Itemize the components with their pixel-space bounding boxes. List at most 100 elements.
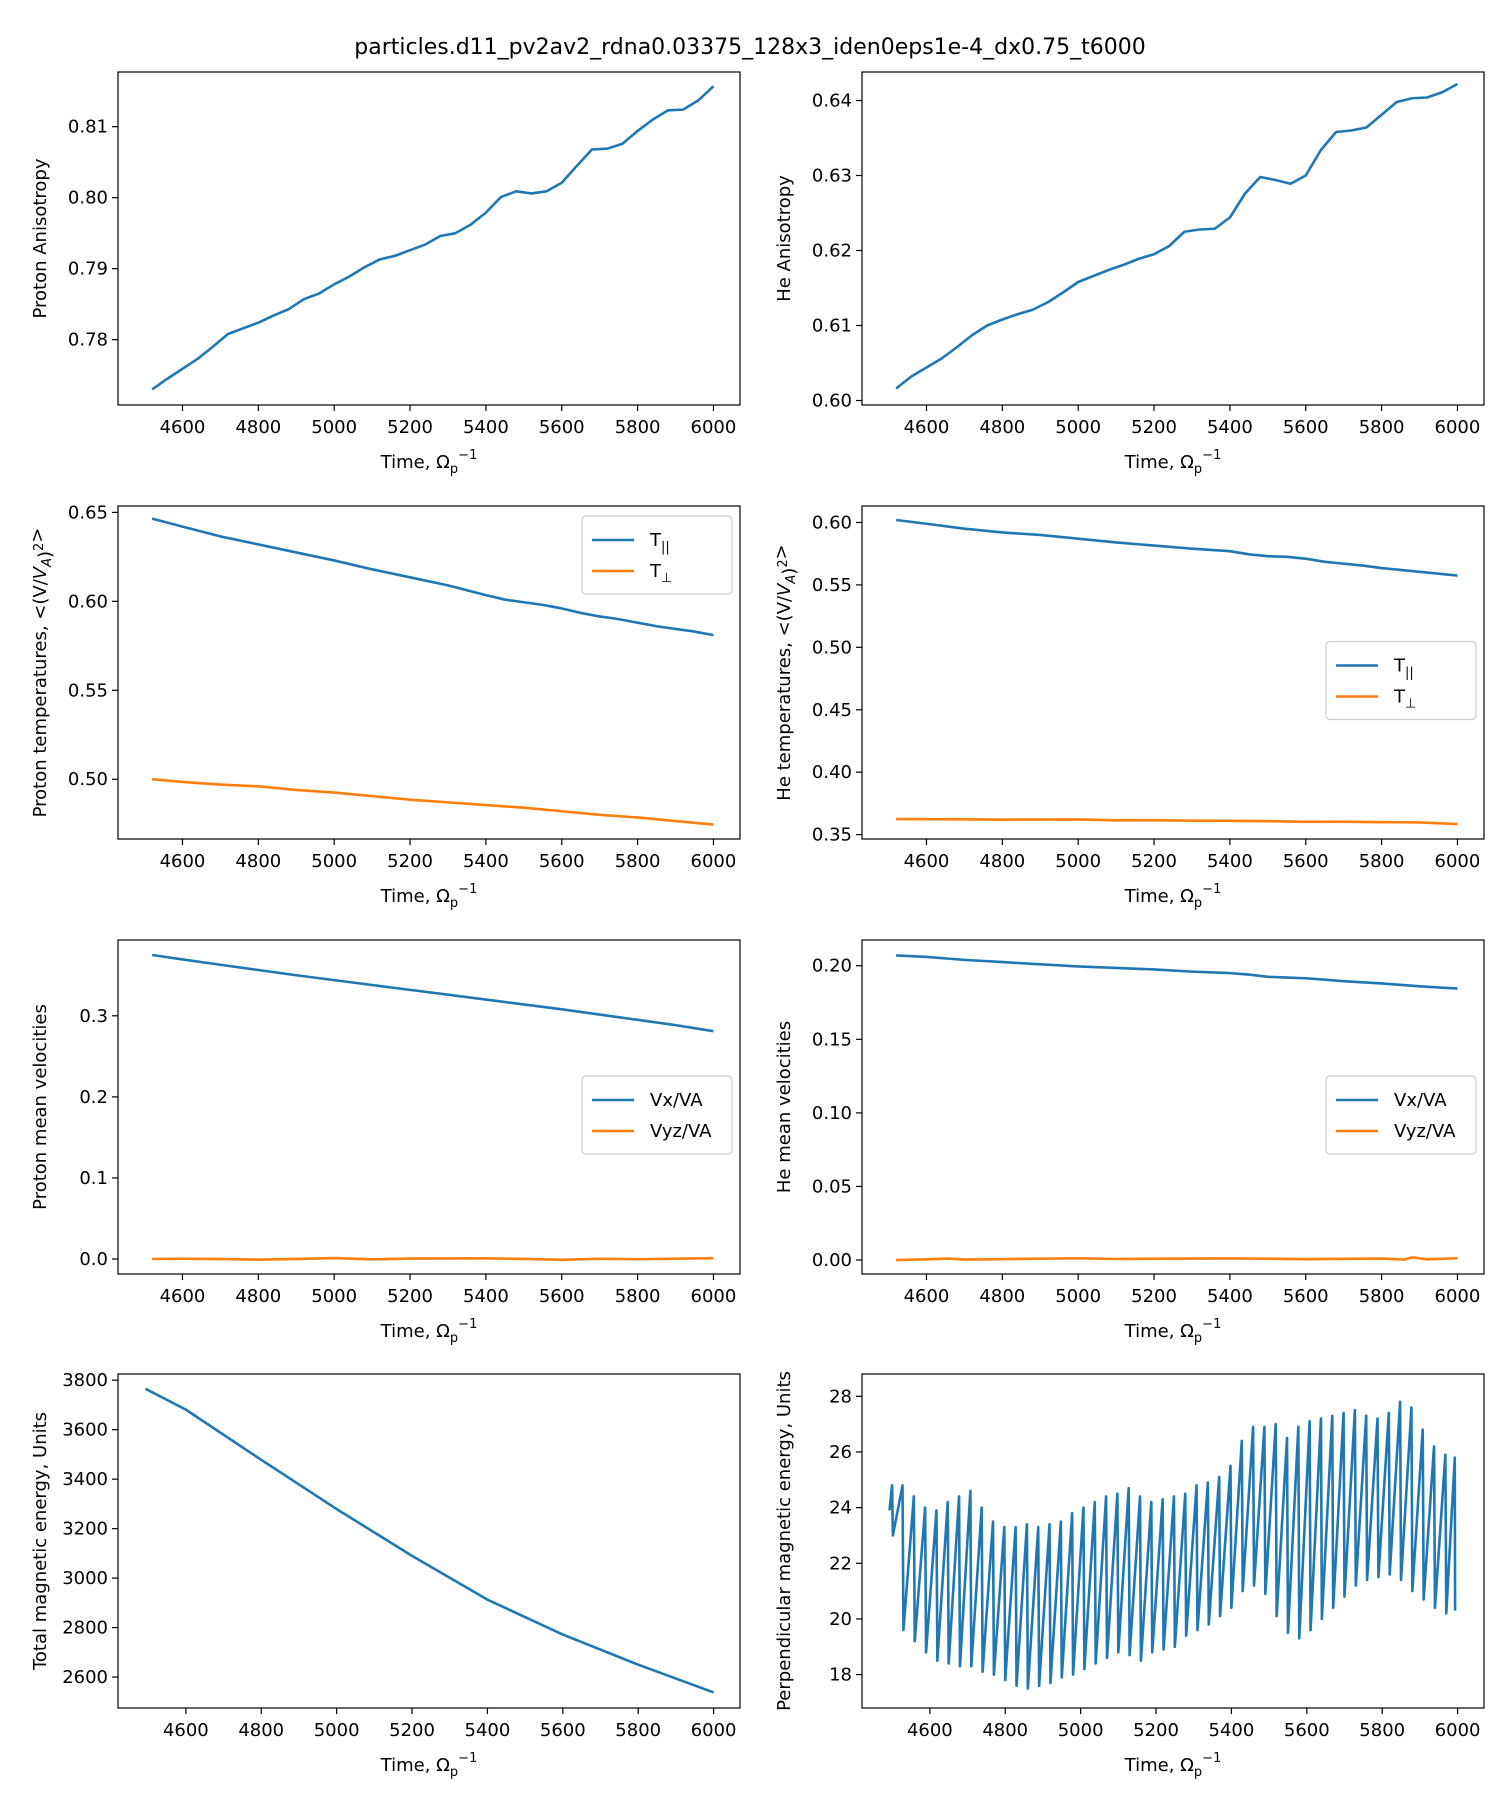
series-line-1 [151, 953, 714, 1033]
x-tick-label: 4800 [235, 417, 281, 438]
x-axis-label: Time, Ωp−1 [380, 1317, 478, 1346]
x-axis-label: Time, Ωp−1 [1124, 1317, 1222, 1346]
y-tick-label: 0.3 [79, 1006, 108, 1027]
y-axis-label: Proton Anisotropy [30, 158, 51, 318]
legend: T|| T⊥ [1325, 640, 1477, 721]
x-tick-label: 5800 [1359, 1720, 1405, 1741]
x-tick-label: 5000 [1055, 1286, 1101, 1307]
x-tick-label: 5800 [1359, 1286, 1405, 1307]
x-tick-label: 6000 [691, 417, 737, 438]
x-tick-label: 5000 [311, 417, 357, 438]
x-tick-label: 4600 [160, 417, 206, 438]
x-tick-label: 4600 [163, 1720, 209, 1741]
series-line-2 [152, 1256, 714, 1262]
series-line-1 [896, 954, 1458, 990]
x-tick-label: 5600 [540, 1720, 586, 1741]
x-tick-label: 4600 [907, 1720, 953, 1741]
x-tick-label: 5600 [1283, 851, 1329, 872]
x-tick-label: 5000 [1055, 417, 1101, 438]
legend-label: Vyz/VA [650, 1121, 712, 1142]
y-tick-label: 0.0 [79, 1249, 108, 1270]
series-line-1 [895, 82, 1459, 390]
x-tick-label: 4800 [235, 851, 281, 872]
y-tick-label: 0.55 [68, 680, 108, 701]
y-tick-label: 0.60 [812, 391, 852, 412]
x-tick-label: 6000 [1435, 851, 1481, 872]
x-tick-label: 6000 [691, 1286, 737, 1307]
x-tick-label: 5800 [615, 1286, 661, 1307]
y-tick-label: 2600 [62, 1667, 108, 1688]
x-tick-label: 5000 [311, 851, 357, 872]
axes-frame [117, 939, 741, 1275]
y-tick-label: 0.60 [68, 591, 108, 612]
x-axis-label: Time, Ωp−1 [380, 1751, 478, 1780]
legend-box [581, 515, 733, 595]
x-tick-label: 4600 [160, 1286, 206, 1307]
legend-label: Vx/VA [650, 1090, 703, 1111]
x-tick-label: 5600 [1283, 417, 1329, 438]
x-tick-label: 6000 [1435, 1720, 1481, 1741]
y-tick-label: 0.10 [812, 1103, 852, 1124]
x-axis-label: Time, Ωp−1 [1124, 882, 1222, 911]
y-tick-label: 0.61 [812, 316, 852, 337]
panel-7: 4600 4800 5000 5200 5400 5600 5800 6000 2600 2800… [30, 1370, 741, 1780]
y-tick-label: 22 [829, 1553, 852, 1574]
x-tick-label: 5000 [314, 1720, 360, 1741]
axes-frame [861, 1373, 1485, 1709]
legend-label: Vx/VA [1394, 1090, 1447, 1111]
x-tick-label: 5400 [463, 417, 509, 438]
axes-frame [861, 505, 1485, 840]
x-tick-label: 5200 [1133, 1720, 1179, 1741]
panels: 4600 4800 5000 5200 5400 5600 5800 6000 0.78 0.79… [27, 71, 1485, 1780]
x-tick-label: 5400 [1207, 1286, 1253, 1307]
y-tick-label: 0.78 [68, 330, 108, 351]
x-axis-label: Time, Ωp−1 [380, 882, 478, 911]
legend-label: T|| [649, 530, 670, 555]
y-tick-label: 0.00 [812, 1250, 852, 1271]
y-tick-label: 0.35 [812, 825, 852, 846]
x-tick-label: 5600 [1284, 1720, 1330, 1741]
y-tick-label: 3400 [62, 1469, 108, 1490]
legend-label: T⊥ [1393, 687, 1416, 712]
y-tick-label: 0.81 [68, 117, 108, 138]
y-tick-label: 3800 [62, 1370, 108, 1391]
x-tick-label: 5800 [615, 417, 661, 438]
x-tick-label: 5400 [463, 851, 509, 872]
series-line-2 [896, 1256, 1458, 1262]
legend: Vx/VA Vyz/VA [581, 1075, 733, 1155]
y-tick-label: 3600 [62, 1420, 108, 1441]
x-tick-label: 4600 [904, 417, 950, 438]
y-tick-label: 24 [829, 1498, 852, 1519]
y-tick-label: 0.55 [812, 575, 852, 596]
x-tick-label: 5400 [1207, 851, 1253, 872]
y-tick-label: 0.40 [812, 762, 852, 783]
panel-6: 4600 4800 5000 5200 5400 5600 5800 6000 0.00 0.05… [774, 939, 1485, 1346]
x-tick-label: 4800 [979, 851, 1025, 872]
y-axis-label: He mean velocities [774, 1021, 795, 1193]
y-tick-label: 0.45 [812, 700, 852, 721]
x-tick-label: 5000 [311, 1286, 357, 1307]
x-tick-label: 5000 [1058, 1720, 1104, 1741]
axes-frame [117, 71, 741, 406]
x-tick-label: 5000 [1055, 851, 1101, 872]
y-tick-label: 26 [829, 1442, 852, 1463]
y-axis-label: He Anisotropy [774, 175, 795, 302]
y-tick-label: 0.64 [812, 91, 852, 112]
series-line-2 [896, 817, 1458, 826]
y-tick-label: 0.62 [812, 241, 852, 262]
y-tick-label: 0.60 [812, 512, 852, 533]
panel-1: 4600 4800 5000 5200 5400 5600 5800 6000 0.78 0.79… [30, 71, 741, 477]
y-tick-label: 18 [829, 1665, 852, 1686]
y-axis-label: Proton mean velocities [30, 1004, 51, 1210]
legend: T|| T⊥ [581, 515, 733, 595]
y-tick-label: 3000 [62, 1568, 108, 1589]
x-tick-label: 5200 [1131, 417, 1177, 438]
axes-frame [861, 939, 1485, 1275]
axes-frame [861, 71, 1485, 406]
legend-box [581, 1075, 733, 1155]
series-line-1 [888, 1400, 1457, 1690]
y-tick-label: 0.05 [812, 1176, 852, 1197]
axes-frame [117, 1373, 741, 1709]
